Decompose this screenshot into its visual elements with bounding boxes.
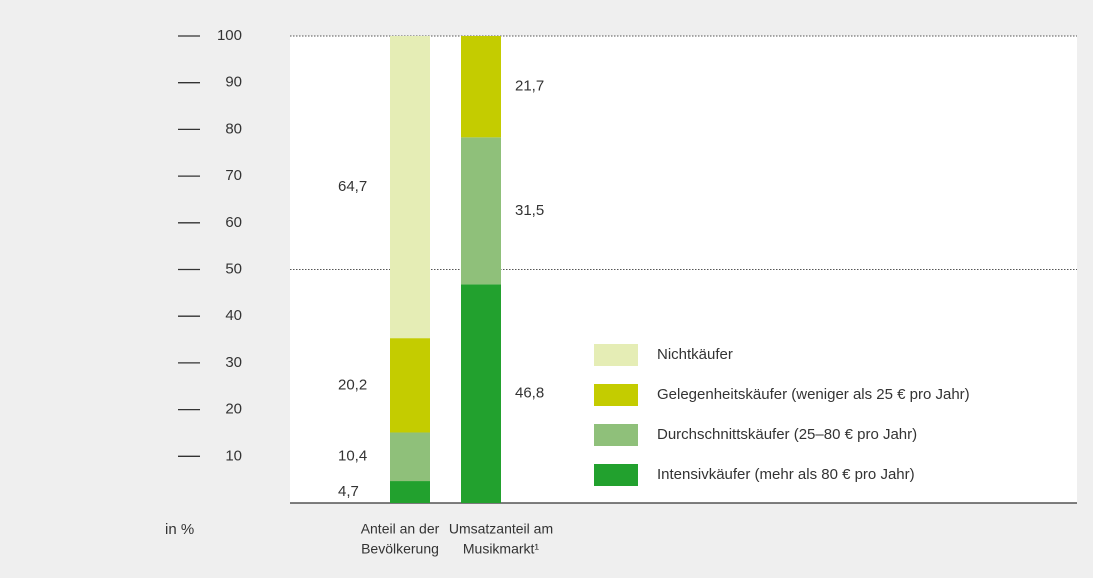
bar-segment [390,481,430,503]
value-label: 31,5 [515,202,544,219]
value-label: 21,7 [515,78,544,95]
y-tick-label: 70 [225,167,242,184]
legend-label: Gelegenheitskäufer (weniger als 25 € pro… [657,386,970,403]
x-tick-label: Anteil an der [361,521,440,537]
value-label: 4,7 [338,483,359,500]
y-tick-label: 30 [225,354,242,371]
x-tick-label: Bevölkerung [361,541,439,557]
bar-segment [390,338,430,433]
y-tick-label: 20 [225,401,242,418]
y-tick-label: 50 [225,260,242,277]
legend-swatch [594,384,638,406]
value-label: 20,2 [338,376,367,393]
y-tick-label: 90 [225,74,242,91]
bar-segment [461,137,501,285]
y-tick-label: 10 [225,447,242,464]
y-tick-label: 60 [225,214,242,231]
value-label: 10,4 [338,448,367,465]
x-tick-label: Musikmarkt¹ [463,541,540,557]
y-axis-label: in % [165,521,194,538]
bar-segment [390,36,430,339]
bar-segment [390,432,430,482]
y-tick-label: 80 [225,120,242,137]
y-tick-label: 40 [225,307,242,324]
legend-swatch [594,344,638,366]
bar-segment [461,36,501,138]
x-tick-label: Umsatzanteil am [449,521,553,537]
legend-label: Nichtkäufer [657,346,733,363]
legend-swatch [594,424,638,446]
y-tick-label: 100 [217,27,242,44]
legend-label: Intensivkäufer (mehr als 80 € pro Jahr) [657,466,915,483]
legend-label: Durchschnittskäufer (25–80 € pro Jahr) [657,426,917,443]
bar-segment [461,284,501,503]
value-label: 64,7 [338,178,367,195]
legend-swatch [594,464,638,486]
value-label: 46,8 [515,385,544,402]
